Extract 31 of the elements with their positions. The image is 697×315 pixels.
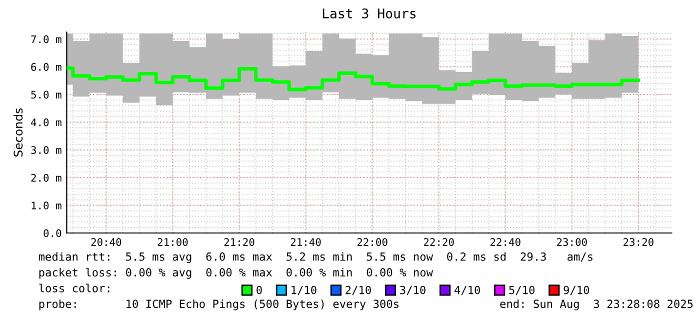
text: packet loss: 0.00 % avg 0.00 % max 0.00 % min 0.00 % now xyxy=(39,268,434,279)
y-tick-label: 6.0 m xyxy=(31,63,62,71)
legend-label: 5/10 xyxy=(509,286,535,296)
x-tick-label: 20:40 xyxy=(91,238,122,246)
y-tick-label: 0.0 xyxy=(44,229,62,238)
legend-label: 4/10 xyxy=(454,286,480,296)
x-tick-label: 21:40 xyxy=(290,238,321,246)
y-tick-label: 4.0 m xyxy=(31,118,62,126)
x-tick-label: 21:00 xyxy=(158,238,188,246)
text: median rtt: 5.5 ms avg 6.0 ms max 5.2 ms min 5.5 ms now 0.2 ms sd 29.3 am/s xyxy=(38,252,592,264)
y-tick-label: 3.0 m xyxy=(31,146,62,154)
x-tick-label: 21:20 xyxy=(224,238,254,246)
y-axis-title: Seconds xyxy=(14,108,23,157)
legend-label: 9/10 xyxy=(564,286,590,296)
x-tick-label: 23:00 xyxy=(556,238,587,246)
legend-label: 2/10 xyxy=(346,286,371,296)
x-tick-label: 22:20 xyxy=(424,238,454,246)
y-tick-label: 1.0 m xyxy=(32,202,62,210)
legend-label: 3/10 xyxy=(400,286,426,296)
legend-label: 1/10 xyxy=(292,286,316,296)
y-tick-label: 7.0 m xyxy=(31,35,62,44)
x-tick-label: 23:20 xyxy=(624,238,654,246)
legend-label: 0 xyxy=(256,286,262,294)
chart-title: Last 3 Hours xyxy=(322,8,416,18)
text: probe: 10 ICMP Echo Pings (500 Bytes) every 300s xyxy=(39,299,398,310)
legend-title: loss color: xyxy=(39,284,110,292)
x-tick-label: 22:00 xyxy=(357,238,388,246)
text: end: Sun Aug 3 23:28:08 2025 xyxy=(500,299,693,310)
x-tick-label: 22:40 xyxy=(490,238,520,246)
y-tick-label: 2.0 m xyxy=(31,174,62,182)
y-tick-label: 5.0 m xyxy=(31,90,62,99)
